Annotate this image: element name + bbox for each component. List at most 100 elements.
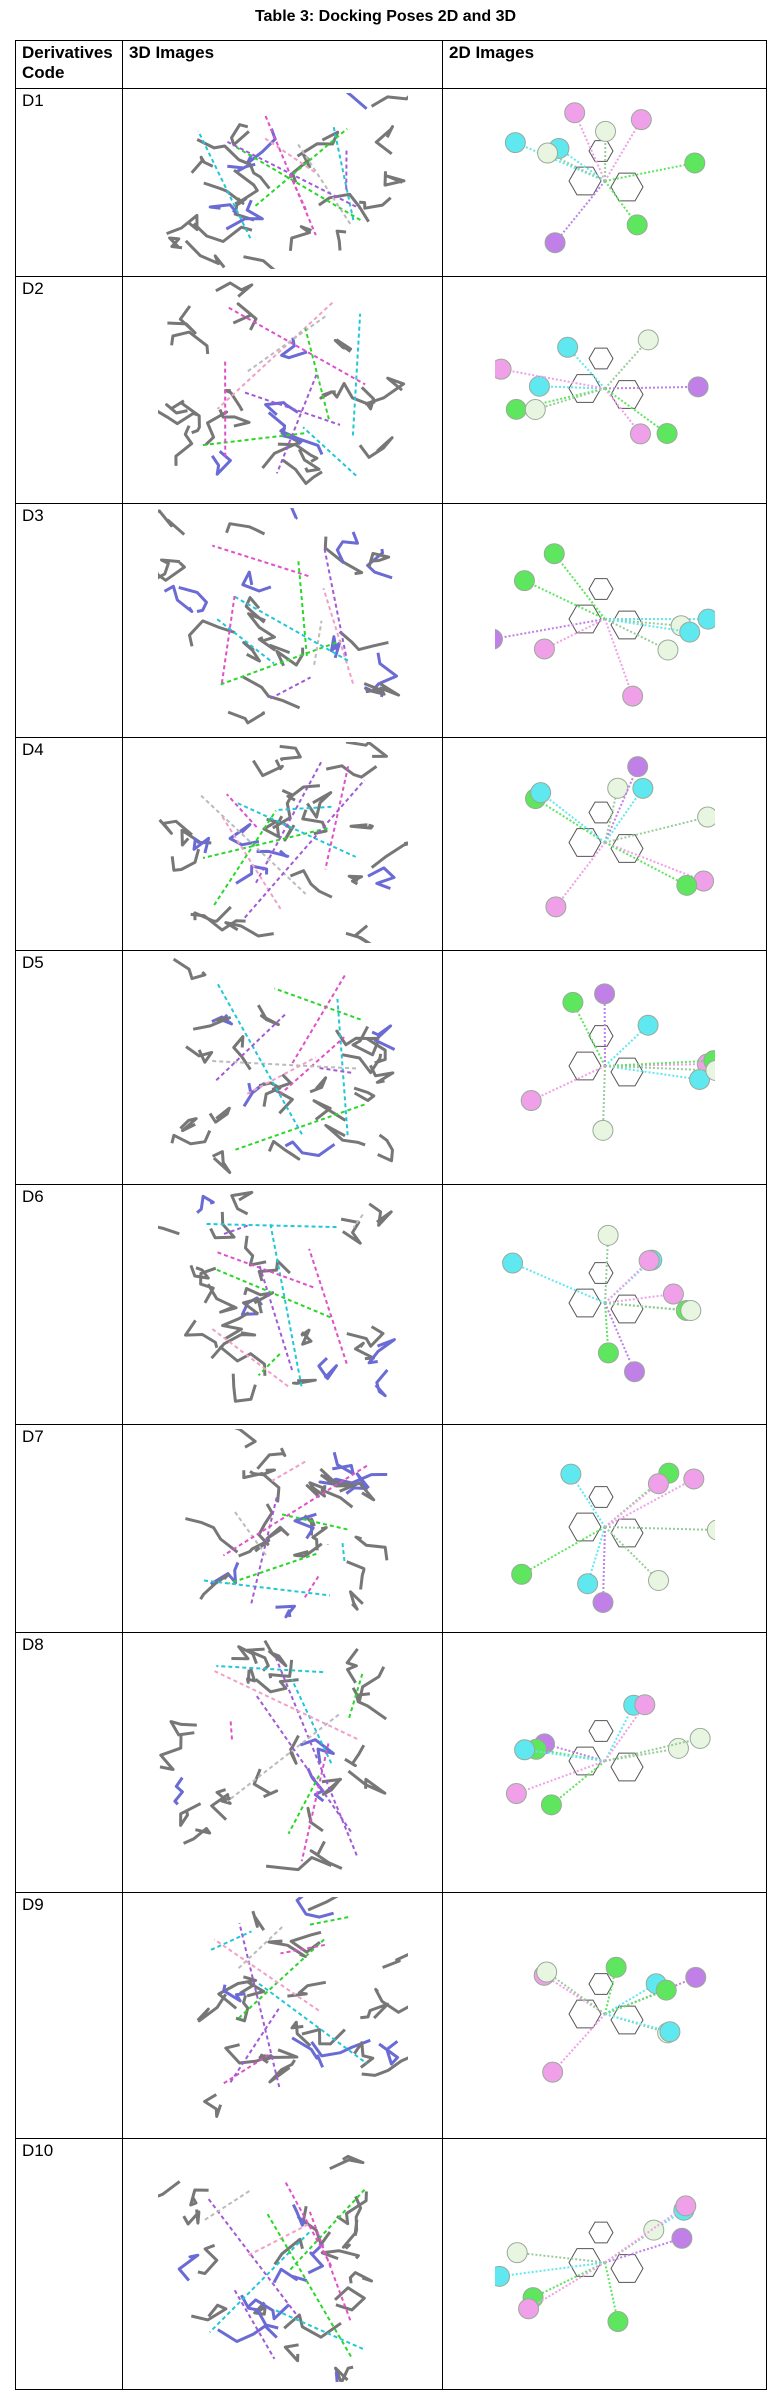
residue (655, 1979, 677, 2001)
interaction (269, 676, 311, 700)
stick (285, 784, 320, 802)
stick (195, 1194, 215, 1214)
residue (662, 1283, 684, 1305)
interaction (498, 2261, 605, 2278)
stick (272, 2267, 307, 2284)
stick (196, 1993, 227, 2023)
interaction (203, 2190, 250, 2221)
ring (567, 1999, 602, 2029)
interaction (604, 161, 695, 182)
residue (540, 1794, 562, 1816)
interaction (215, 1012, 287, 1081)
ring (609, 1752, 644, 1782)
interaction (237, 1936, 327, 2019)
interaction (603, 618, 634, 697)
interaction (288, 2188, 365, 2272)
residue (689, 1727, 711, 1749)
interaction (604, 1989, 667, 2015)
interaction (321, 587, 354, 684)
stick (345, 742, 388, 758)
stick (328, 2154, 364, 2171)
interaction (534, 797, 606, 844)
stick (221, 1984, 246, 2003)
stick (343, 1744, 365, 1768)
residue (629, 423, 651, 445)
residue (704, 1060, 715, 1081)
residue (675, 874, 697, 896)
stick (255, 1447, 286, 1470)
stick (234, 864, 268, 885)
stick (184, 1045, 213, 1064)
image-cell (442, 1892, 767, 2139)
residue (494, 2265, 510, 2287)
interaction (307, 1248, 348, 1365)
stick (187, 619, 235, 647)
image-cell (442, 1632, 767, 1893)
residue (631, 777, 653, 799)
ring (587, 1262, 614, 1284)
stick (345, 924, 372, 943)
stick (345, 1560, 365, 1590)
stick (321, 1777, 342, 1796)
stick (190, 912, 246, 932)
interaction (573, 112, 606, 182)
header-row: Derivatives Code 3D Images 2D Images (15, 40, 767, 89)
ring (567, 374, 602, 403)
residue (594, 120, 616, 142)
stick (348, 1590, 364, 1611)
stick (290, 2020, 311, 2047)
stick (166, 305, 197, 335)
stick (335, 2191, 368, 2226)
stick (257, 636, 290, 655)
interaction (232, 144, 361, 221)
interaction (601, 1526, 606, 1603)
stick (330, 382, 367, 405)
stick (363, 682, 386, 696)
stick (216, 2324, 278, 2343)
interaction (211, 544, 309, 578)
stick (192, 222, 252, 243)
ring (609, 1518, 644, 1548)
code-cell: D10 (15, 2138, 123, 2390)
interaction (604, 1065, 715, 1072)
stick (178, 1802, 201, 1827)
interaction (554, 841, 606, 908)
stick (241, 641, 261, 663)
stick (360, 386, 376, 411)
stick (370, 95, 408, 108)
stick (263, 1639, 287, 1668)
interaction (603, 1704, 646, 1762)
stick (309, 1484, 353, 1509)
residue (591, 1119, 613, 1141)
interaction (604, 816, 708, 844)
stick (246, 612, 276, 643)
interaction (207, 2198, 299, 2318)
stick (157, 1225, 180, 1236)
stick (206, 1283, 238, 1314)
stick (243, 1235, 266, 1267)
stick (245, 1667, 256, 1684)
stick (318, 1467, 355, 1488)
stick (165, 213, 198, 236)
ring (567, 828, 602, 857)
residue (656, 423, 678, 445)
stick (377, 2040, 399, 2066)
stick (288, 225, 312, 251)
stick (306, 1897, 339, 1912)
stick (341, 1053, 382, 1075)
ring (587, 2221, 614, 2244)
stick (293, 1512, 317, 1540)
interaction (571, 1001, 606, 1067)
residue (504, 132, 526, 154)
interaction (546, 152, 605, 182)
stick (351, 1666, 385, 1702)
interaction (289, 974, 346, 1067)
interaction (229, 2007, 280, 2083)
stick (312, 1099, 346, 1122)
stick (359, 2002, 389, 2020)
stick (333, 2365, 353, 2382)
ring (587, 1973, 614, 1995)
2d-image (504, 102, 705, 254)
residue (684, 1966, 706, 1988)
interaction (322, 545, 347, 656)
